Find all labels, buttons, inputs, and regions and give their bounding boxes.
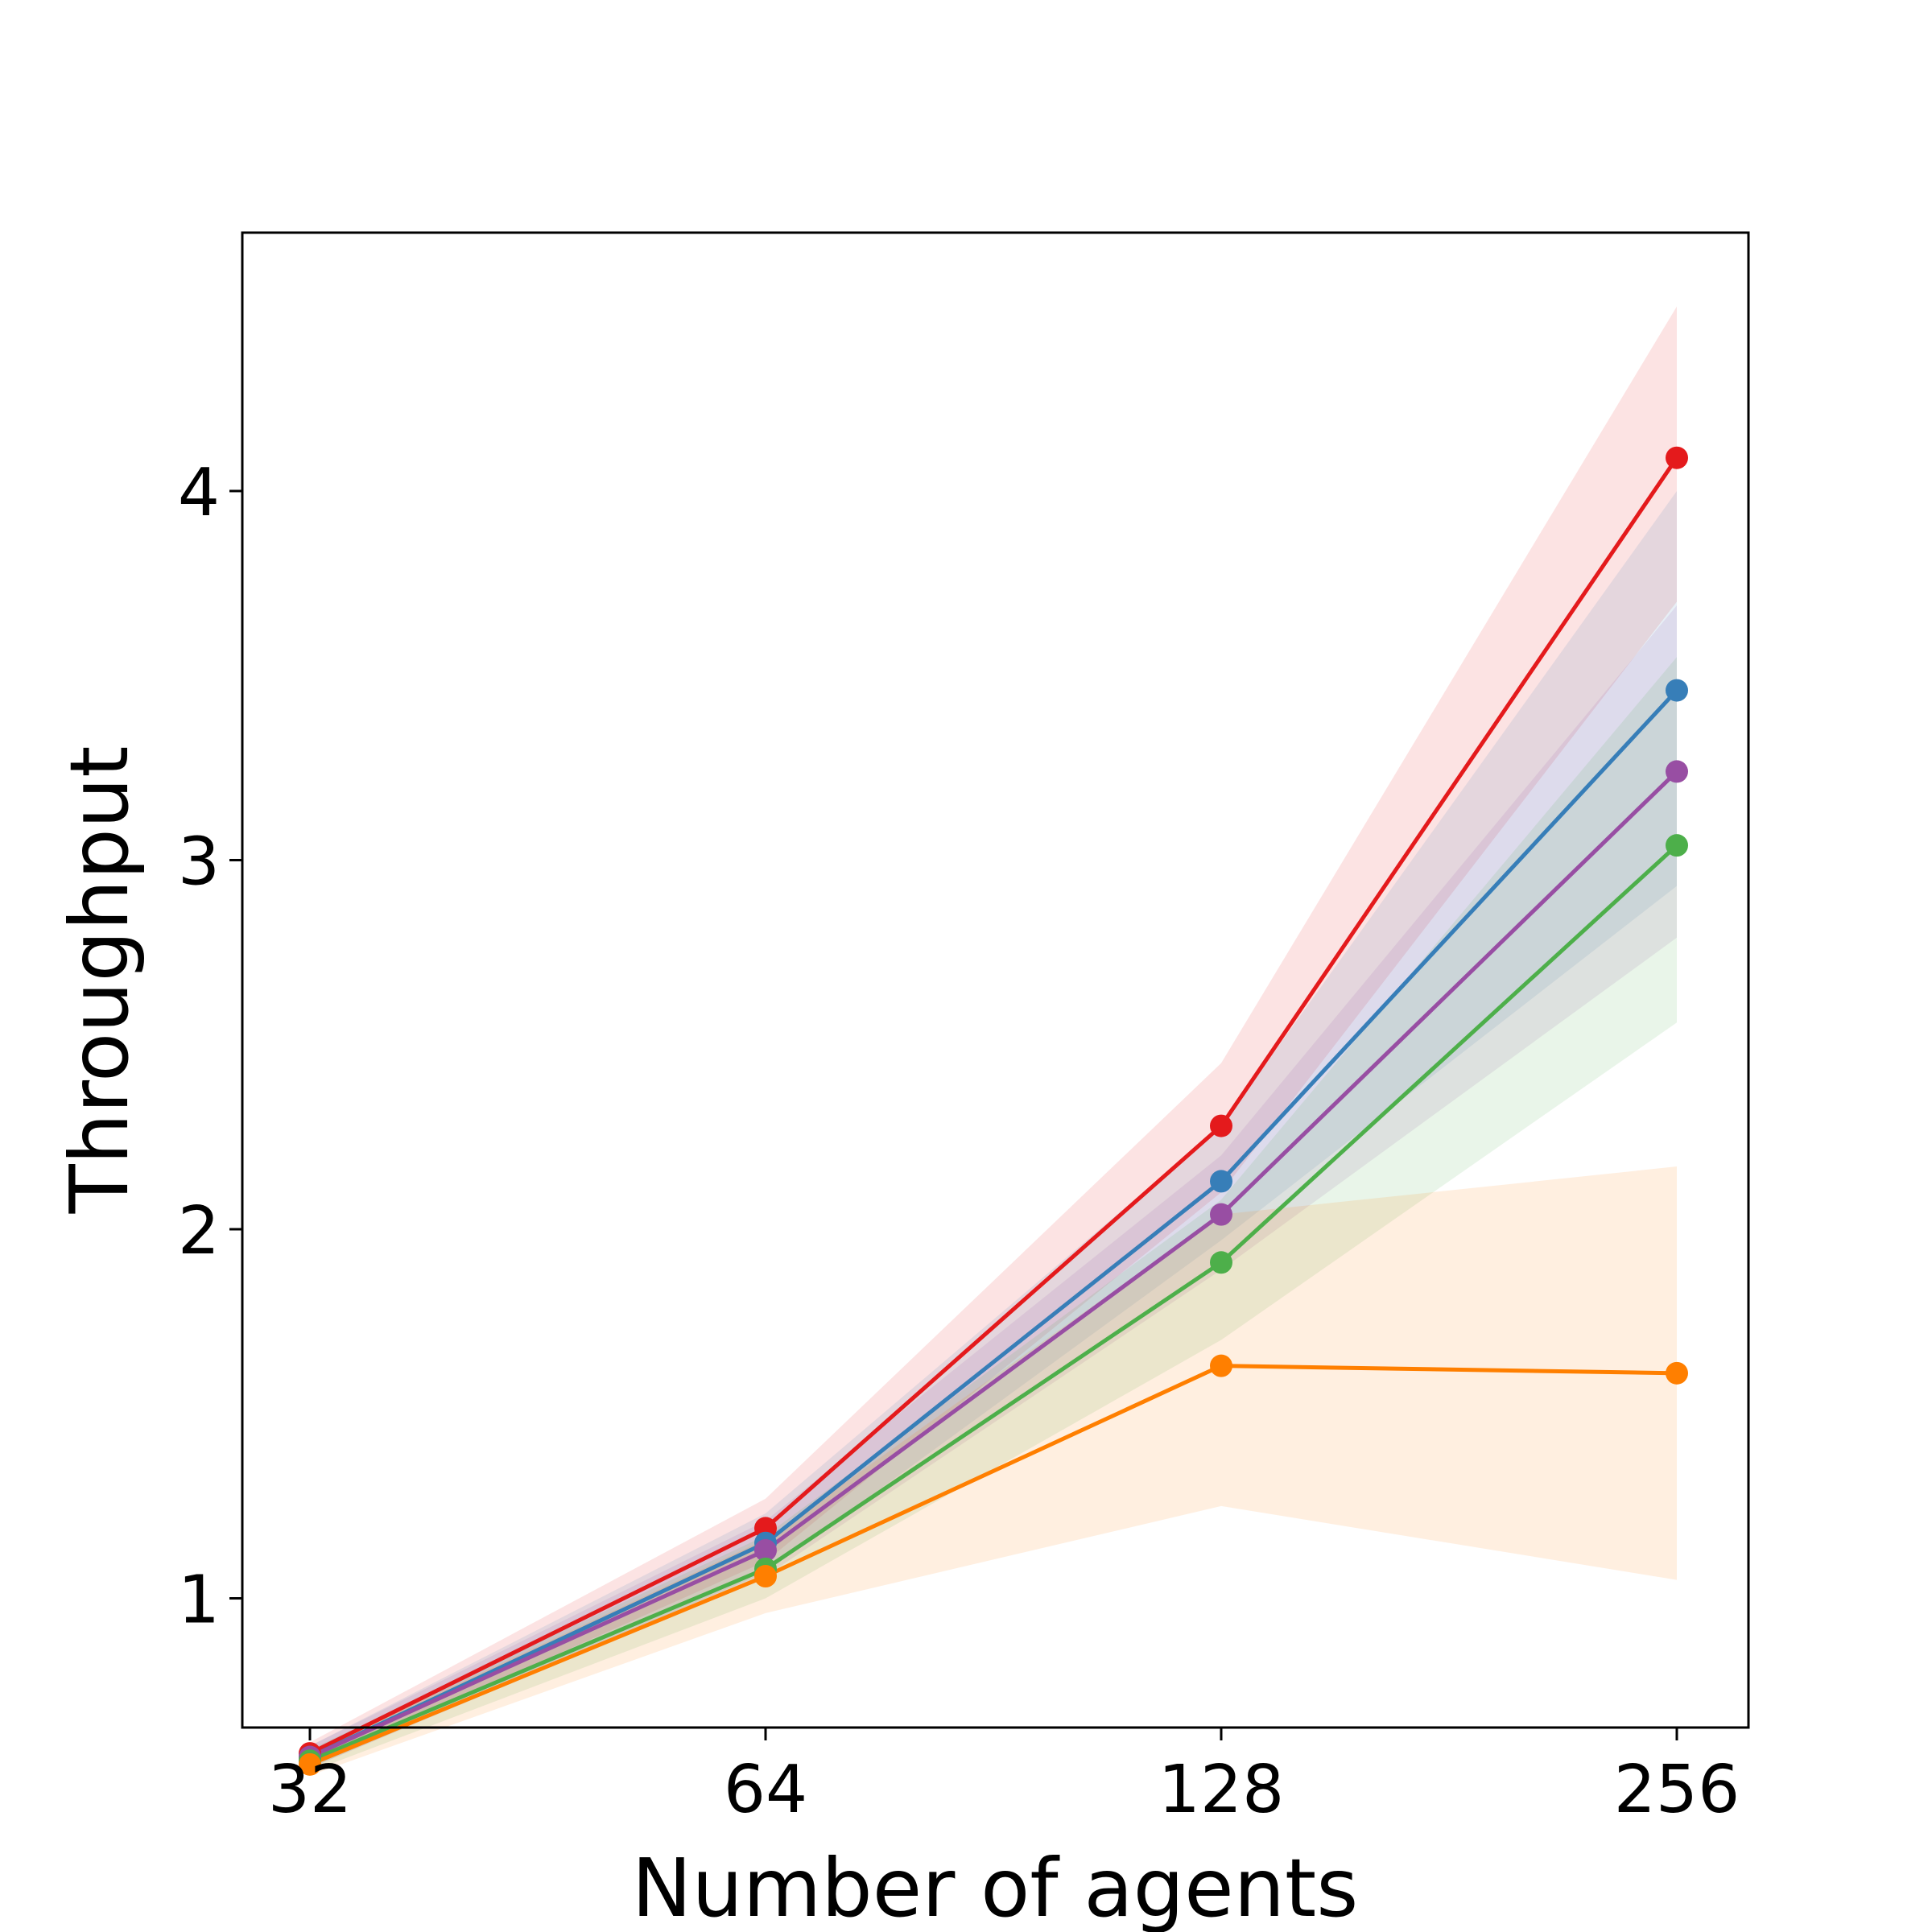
y-tick-label: 2 bbox=[178, 1193, 220, 1269]
y-tick-label: 4 bbox=[178, 455, 220, 531]
point-purple-64 bbox=[754, 1538, 777, 1562]
point-orange-32 bbox=[299, 1752, 321, 1776]
point-orange-256 bbox=[1666, 1361, 1688, 1385]
y-tick-label: 3 bbox=[178, 824, 220, 900]
x-axis-ticks: 32 64 128 256 bbox=[268, 1728, 1740, 1828]
point-orange-128 bbox=[1210, 1354, 1232, 1377]
point-orange-64 bbox=[754, 1565, 777, 1588]
line-green bbox=[309, 844, 1678, 1763]
series-lines bbox=[308, 456, 1679, 1767]
y-axis-label: Throughput bbox=[52, 746, 147, 1215]
point-purple-256 bbox=[1666, 760, 1688, 783]
series-points bbox=[299, 446, 1688, 1776]
point-green-256 bbox=[1666, 834, 1688, 857]
y-tick-label: 1 bbox=[178, 1563, 220, 1639]
x-axis-label: Number of agents bbox=[632, 1841, 1359, 1932]
point-blue-128 bbox=[1210, 1170, 1232, 1193]
line-orange bbox=[309, 1364, 1678, 1767]
x-tick-label: 64 bbox=[724, 1752, 807, 1828]
point-purple-128 bbox=[1210, 1203, 1232, 1226]
point-green-128 bbox=[1210, 1251, 1232, 1274]
line-red bbox=[308, 456, 1679, 1756]
point-blue-256 bbox=[1666, 679, 1688, 702]
point-red-256 bbox=[1666, 446, 1688, 469]
x-tick-label: 128 bbox=[1158, 1752, 1285, 1828]
line-blue bbox=[308, 688, 1678, 1759]
y-axis-ticks: 1 2 3 4 bbox=[178, 455, 242, 1639]
x-tick-label: 32 bbox=[268, 1752, 352, 1828]
plot-frame bbox=[241, 231, 1750, 1729]
point-red-128 bbox=[1210, 1114, 1232, 1137]
line-purple bbox=[308, 770, 1678, 1759]
x-tick-label: 256 bbox=[1614, 1752, 1740, 1828]
